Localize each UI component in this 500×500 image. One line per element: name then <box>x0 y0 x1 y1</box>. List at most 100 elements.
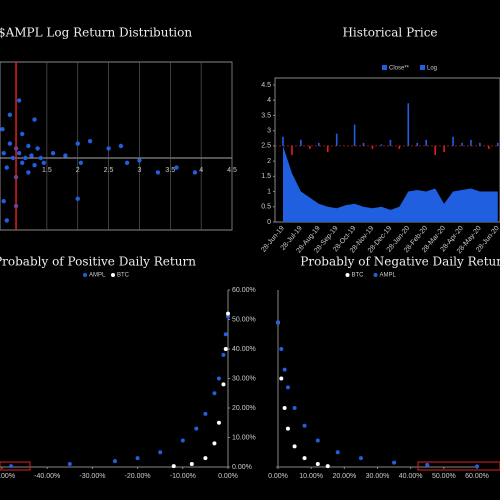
log-bar <box>398 145 401 149</box>
legend-label: AMPL <box>89 273 106 279</box>
price-area <box>283 145 498 222</box>
y-tick-label: 1.5 <box>261 173 271 180</box>
x-tick-label: 50.00% <box>432 473 456 480</box>
log-bar <box>434 145 436 156</box>
point <box>137 158 142 163</box>
point <box>4 218 9 223</box>
point <box>203 411 208 416</box>
point <box>32 117 37 122</box>
point <box>315 462 320 467</box>
log-bar <box>461 142 463 146</box>
legend-swatch <box>83 273 87 277</box>
point <box>10 155 16 161</box>
x-tick-label: 1.5 <box>42 167 52 174</box>
log-bar <box>362 142 365 146</box>
point <box>279 347 284 351</box>
point <box>16 98 22 103</box>
y-tick-label: 20.00% <box>232 405 256 412</box>
point <box>41 160 47 165</box>
point <box>212 391 217 396</box>
point <box>155 170 161 175</box>
point <box>221 382 226 387</box>
legend-swatch <box>345 273 350 277</box>
x-tick-label: 10.00% <box>299 473 323 480</box>
point <box>32 163 37 168</box>
y-tick-label: 0 <box>267 219 271 226</box>
y-tick-label: 4 <box>267 97 271 104</box>
point <box>392 460 397 465</box>
point <box>7 112 13 118</box>
x-tick-label: 4.5 <box>227 167 237 174</box>
point <box>158 450 163 455</box>
y-tick-label: 1 <box>267 188 271 195</box>
x-tick-label: -10.00% <box>170 473 196 480</box>
y-tick-label: 3 <box>267 128 271 135</box>
log-bar <box>300 139 302 146</box>
x-tick-label: 4 <box>199 167 203 174</box>
x-tick-label: -20.00% <box>125 473 151 480</box>
highlight-box <box>0 461 31 471</box>
point <box>106 146 111 151</box>
point <box>216 420 221 425</box>
x-tick-label: 2.5 <box>104 167 114 174</box>
point <box>75 141 80 146</box>
point <box>16 151 22 156</box>
point <box>212 441 217 446</box>
point <box>285 385 290 390</box>
legend-swatch <box>420 65 425 70</box>
x-tick-label: 40.00% <box>399 473 423 480</box>
x-tick-label: 3.5 <box>165 167 175 174</box>
point <box>302 423 307 428</box>
point <box>292 444 297 449</box>
point <box>20 160 25 165</box>
point <box>7 141 13 146</box>
legend-label: BTC <box>352 273 365 279</box>
y-tick-label: 2 <box>267 158 271 165</box>
point <box>38 155 43 161</box>
point <box>20 131 25 137</box>
log-bar <box>479 142 481 146</box>
point <box>203 456 208 461</box>
log-bar <box>407 103 410 146</box>
log-bar <box>335 133 338 146</box>
y-tick-label: 0.00% <box>232 464 252 471</box>
log-bar <box>309 145 311 149</box>
x-tick-label: -30.00% <box>79 473 105 480</box>
point <box>75 196 80 201</box>
point <box>315 438 320 443</box>
point <box>4 165 9 170</box>
legend-swatch <box>111 273 115 277</box>
legend-label: Close** <box>389 66 410 72</box>
point <box>358 456 363 461</box>
chart-title: Probably of Negative Daily Return <box>300 255 500 269</box>
legend-swatch <box>382 65 387 70</box>
point <box>1 199 6 204</box>
x-tick-label: 30.00% <box>366 473 390 480</box>
log-bar <box>291 145 293 156</box>
point <box>63 153 68 158</box>
chart-title: $AMPL Log Return Distribution <box>0 26 192 40</box>
point <box>171 464 176 469</box>
legend-label: AMPL <box>380 273 397 279</box>
point <box>174 165 179 170</box>
point <box>26 143 31 149</box>
plot-frame <box>0 61 233 231</box>
log-bar <box>497 142 499 146</box>
log-bar <box>371 145 374 149</box>
point <box>87 139 93 144</box>
point <box>194 426 199 431</box>
point <box>221 352 226 357</box>
point <box>302 456 307 461</box>
point <box>124 160 130 165</box>
log-bar <box>318 142 320 146</box>
point <box>325 464 330 469</box>
point <box>192 170 198 175</box>
x-tick-label: 3 <box>137 167 141 174</box>
log-bar <box>470 139 472 146</box>
point <box>23 155 28 161</box>
point <box>335 450 340 455</box>
point <box>223 332 228 337</box>
point <box>26 170 31 175</box>
point <box>216 376 221 381</box>
